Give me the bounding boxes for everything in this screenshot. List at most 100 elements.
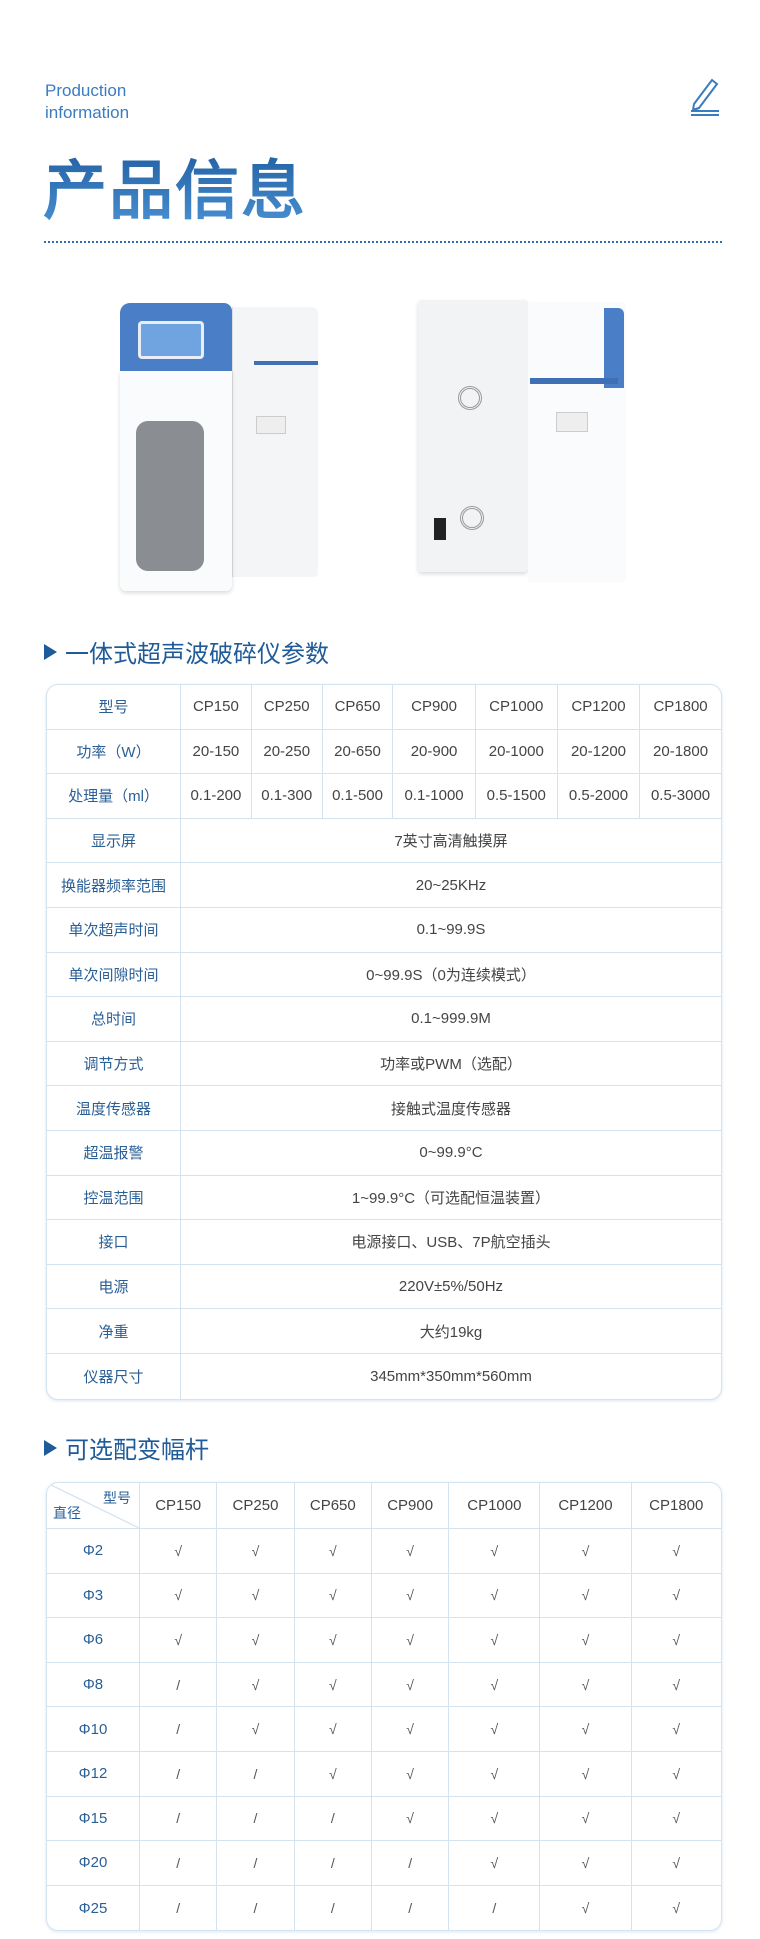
check-mark: √ [294, 1751, 372, 1797]
value-cell: 20-900 [393, 729, 476, 775]
check-mark: √ [140, 1573, 218, 1619]
diameter-label: Φ20 [47, 1841, 140, 1886]
not-available-mark: / [217, 1841, 295, 1886]
not-available-mark: / [217, 1796, 295, 1842]
check-mark: √ [631, 1841, 721, 1886]
check-mark: √ [217, 1529, 295, 1574]
diameter-label: Φ2 [47, 1529, 140, 1574]
not-available-mark: / [140, 1841, 218, 1886]
check-mark: √ [631, 1752, 721, 1797]
value-cell: 大约19kg [181, 1309, 721, 1354]
not-available-mark: / [140, 1796, 218, 1842]
subtitle-line2: information [45, 103, 130, 122]
table-row: 调节方式 功率或PWM（选配） [47, 1041, 721, 1087]
row-label: 单次间隙时间 [47, 952, 181, 998]
value-cell: 电源接口、USB、7P航空插头 [181, 1220, 721, 1265]
check-mark: √ [540, 1529, 632, 1574]
table-row: 仪器尺寸 345mm*350mm*560mm [47, 1353, 721, 1399]
table-row: Φ25// / / / √ √ [47, 1885, 721, 1931]
model-header: CP1000 [449, 1483, 541, 1529]
check-mark: √ [371, 1707, 450, 1752]
check-mark: √ [672, 1900, 681, 1917]
value-cell: 345mm*350mm*560mm [370, 1367, 532, 1385]
value-cell: 7英寸高清触摸屏 [181, 819, 721, 864]
row-label: 接口 [47, 1220, 181, 1265]
value-cell: 0.5-3000 [640, 774, 721, 819]
table-row: Φ10/√ √ √ √ √ √ [47, 1707, 721, 1752]
row-label: 处理量（ml） [47, 774, 181, 819]
not-available-mark: / [140, 1751, 218, 1797]
fan-icon [458, 386, 482, 410]
check-mark: √ [631, 1574, 721, 1619]
not-available-mark: / [217, 1751, 295, 1797]
check-mark: √ [449, 1573, 541, 1619]
triangle-icon [44, 1439, 57, 1456]
value-cell: 0~99.9S（0为连续模式） [181, 953, 721, 998]
value-cell: 20-650 [322, 729, 394, 775]
check-mark: √ [449, 1662, 541, 1708]
check-mark: √ [631, 1529, 721, 1574]
check-mark: √ [449, 1618, 541, 1663]
not-available-mark: / [371, 1841, 450, 1886]
not-available-mark: / [449, 1885, 541, 1931]
value-cell: 1~99.9°C（可选配恒温装置） [181, 1176, 721, 1221]
horn-compatibility-table: 型号 直径 CP150 CP250 CP650 CP900 CP1000 CP1200 CP18… [46, 1482, 722, 1932]
model-header: CP1000 [475, 685, 558, 730]
subtitle-line1: Production [45, 81, 127, 100]
not-available-mark: / [140, 1662, 218, 1708]
check-mark: √ [449, 1841, 541, 1886]
check-mark: √ [217, 1573, 295, 1619]
device-back-image [418, 300, 628, 585]
value-cell: 0.1-500 [322, 774, 394, 819]
not-available-mark: / [217, 1885, 295, 1931]
diameter-label: Φ12 [47, 1751, 140, 1797]
table-row: 型号 CP150 CP250 CP650 CP900 CP1000 CP1200 CP1800 [47, 685, 721, 730]
table-row: Φ12// √ √ √ √ √ [47, 1751, 721, 1797]
check-mark: √ [140, 1529, 218, 1574]
value-cell: 220V±5%/50Hz [181, 1265, 721, 1310]
table-row: Φ8/√ √ √ √ √ √ [47, 1662, 721, 1708]
not-available-mark: / [140, 1707, 218, 1752]
value-cell: 20-150 [181, 729, 252, 775]
row-label: 控温范围 [47, 1175, 181, 1221]
table-row: 温度传感器 接触式温度传感器 [47, 1086, 721, 1131]
table-row: 净重 大约19kg [47, 1309, 721, 1354]
model-header: CP150 [181, 685, 252, 730]
value-cell: 0.5-1500 [475, 774, 558, 819]
value-cell: 20-250 [251, 729, 323, 775]
model-header: CP1800 [640, 685, 721, 730]
table-row: 控温范围 1~99.9°C（可选配恒温装置） [47, 1175, 721, 1221]
table-row: 显示屏 7英寸高清触摸屏 [47, 818, 721, 864]
check-mark: √ [294, 1573, 372, 1619]
model-header: CP650 [294, 1483, 372, 1529]
model-header: CP1200 [557, 685, 641, 730]
corner-diameter-label: 直径 [53, 1505, 81, 1521]
not-available-mark: / [294, 1796, 372, 1842]
table-row: Φ15// / √ √ √ √ [47, 1796, 721, 1842]
model-header: CP150 [140, 1483, 218, 1529]
check-mark: √ [371, 1796, 450, 1842]
value-cell: 0~99.9°C [181, 1131, 721, 1176]
check-mark: √ [371, 1573, 450, 1619]
table-row: 总时间 0.1~999.9M [47, 997, 721, 1042]
check-mark: √ [540, 1707, 632, 1752]
check-mark: √ [631, 1618, 721, 1663]
check-mark: √ [631, 1663, 721, 1708]
triangle-icon [44, 643, 57, 660]
check-mark: √ [217, 1707, 295, 1752]
value-cell: 0.1~99.9S [181, 908, 721, 953]
diameter-label: Φ3 [47, 1573, 140, 1619]
corner-header: 型号 直径 [47, 1483, 140, 1529]
table-row: 单次超声时间 0.1~99.9S [47, 907, 721, 953]
table-row: 功率（W） 20-150 20-250 20-650 20-900 20-1000 20-1… [47, 729, 721, 775]
check-mark: √ [540, 1751, 632, 1797]
value-cell: 0.1-1000 [393, 774, 476, 819]
value-cell: 20-1200 [557, 729, 641, 775]
model-header: CP900 [371, 1483, 450, 1529]
check-mark: √ [631, 1797, 721, 1842]
model-header: CP250 [217, 1483, 295, 1529]
row-label: 超温报警 [47, 1130, 181, 1176]
diameter-label: Φ10 [47, 1707, 140, 1752]
not-available-mark: / [140, 1885, 218, 1931]
english-subtitle: Production information [45, 80, 129, 124]
